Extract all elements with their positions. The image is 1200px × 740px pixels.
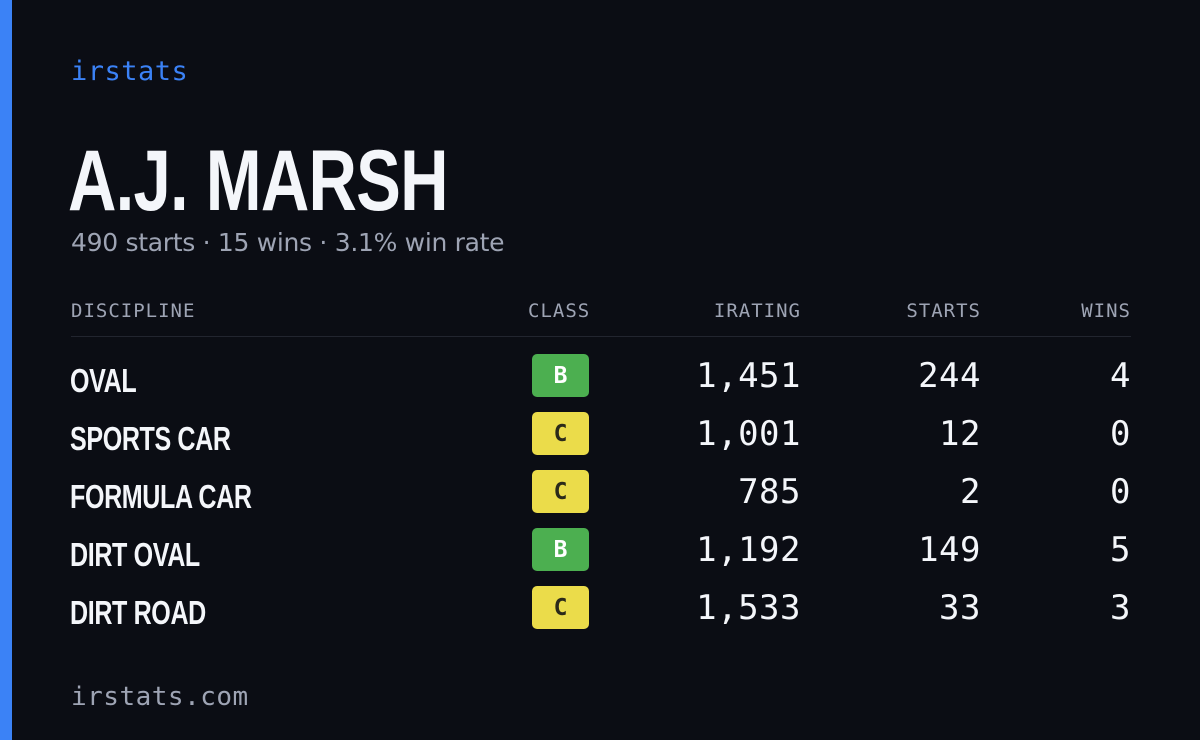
- row-irating: 1,192: [696, 530, 801, 570]
- class-badge: B: [532, 528, 589, 571]
- header-starts: STARTS: [906, 300, 981, 322]
- class-badge: C: [532, 412, 589, 455]
- brand-logo: irstats: [71, 56, 189, 87]
- row-irating: 785: [738, 472, 801, 512]
- row-irating: 1,451: [696, 356, 801, 396]
- table-row: DIRT ROAD C 1,533 33 3: [70, 586, 1131, 644]
- class-badge: C: [532, 470, 589, 513]
- header-class: CLASS: [528, 300, 591, 322]
- row-discipline: FORMULA CAR: [70, 478, 252, 515]
- row-discipline: DIRT ROAD: [70, 594, 206, 631]
- table-body: OVAL B 1,451 244 4 SPORTS CAR C 1,001 12…: [70, 354, 1131, 644]
- row-starts: 33: [939, 588, 981, 628]
- accent-bar: [0, 0, 12, 740]
- row-discipline: SPORTS CAR: [70, 420, 231, 457]
- row-discipline: OVAL: [70, 362, 137, 399]
- row-irating: 1,533: [696, 588, 801, 628]
- footer-url[interactable]: irstats.com: [71, 682, 249, 712]
- row-wins: 3: [1110, 588, 1131, 628]
- stats-table: DISCIPLINE CLASS IRATING STARTS WINS OVA…: [70, 296, 1131, 644]
- driver-name: A.J. MARSH: [68, 133, 449, 229]
- row-discipline: DIRT OVAL: [70, 536, 200, 573]
- header-irating: IRATING: [713, 300, 801, 322]
- row-wins: 0: [1110, 472, 1131, 512]
- row-starts: 2: [960, 472, 981, 512]
- driver-summary: 490 starts · 15 wins · 3.1% win rate: [71, 228, 505, 257]
- table-row: DIRT OVAL B 1,192 149 5: [70, 528, 1131, 586]
- table-row: SPORTS CAR C 1,001 12 0: [70, 412, 1131, 470]
- row-wins: 4: [1110, 356, 1131, 396]
- row-starts: 149: [918, 530, 981, 570]
- header-discipline: DISCIPLINE: [71, 300, 196, 322]
- row-starts: 244: [918, 356, 981, 396]
- table-header: DISCIPLINE CLASS IRATING STARTS WINS: [71, 296, 1131, 337]
- row-wins: 0: [1110, 414, 1131, 454]
- table-row: OVAL B 1,451 244 4: [70, 354, 1131, 412]
- row-starts: 12: [939, 414, 981, 454]
- row-wins: 5: [1110, 530, 1131, 570]
- header-wins: WINS: [1081, 300, 1131, 322]
- row-irating: 1,001: [696, 414, 801, 454]
- table-row: FORMULA CAR C 785 2 0: [70, 470, 1131, 528]
- class-badge: C: [532, 586, 589, 629]
- class-badge: B: [532, 354, 589, 397]
